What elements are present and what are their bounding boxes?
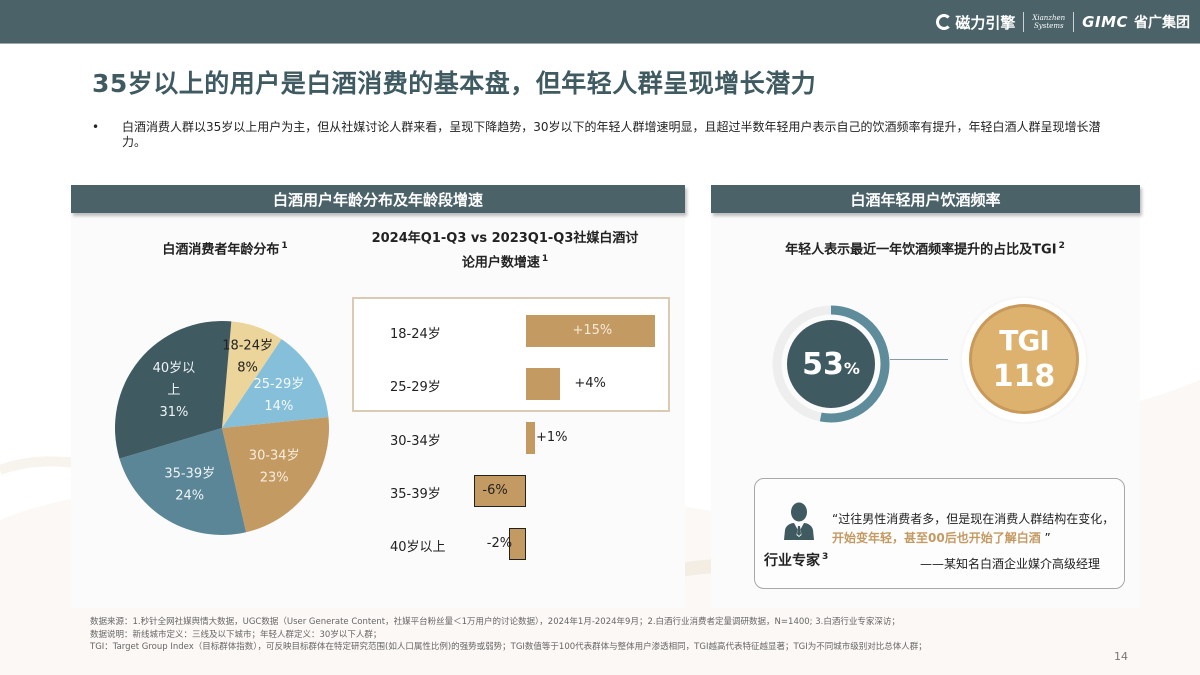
footnote-definition: 数据说明：新线城市定义：三线及以下城市；年轻人群定义：30岁以下人群； (90, 629, 382, 640)
bar-row: 30-34岁 +1% (352, 422, 670, 456)
footnote-source: 数据来源：1.秒针全网社媒舆情大数据，UGC数据（User Generate C… (90, 617, 900, 627)
cili-engine-logo: 磁力引擎 (936, 12, 1015, 33)
xianzhen-logo: Xianzhen Systems (1032, 14, 1065, 30)
pie-title-text: 白酒消费者年龄分布 (162, 242, 280, 258)
pie-slice-label: 18-24岁 8% (222, 338, 273, 375)
footnotes: 数据来源：1.秒针全网社媒舆情大数据，UGC数据（User Generate C… (90, 616, 1150, 654)
expert-label: 行业专家 3 (764, 550, 828, 570)
bar-category-label: 30-34岁 (390, 434, 441, 449)
age-distribution-pie-chart: 18-24岁 8%25-29岁 14% 30-34岁 23% 35-39岁 24% 40岁以上… (115, 321, 329, 535)
pie-slice (119, 428, 247, 535)
footnote-ref: 3 (822, 552, 829, 563)
frequency-subtitle: 年轻人表示最近一年饮酒频率提升的占比及TGI 2 (730, 236, 1120, 260)
footnote-ref: 1 (541, 254, 549, 264)
xianzhen-line2: Systems (1034, 22, 1064, 30)
bar-category-label: 18-24岁 (390, 327, 441, 342)
gimc-logo: GIMC (1082, 13, 1128, 31)
quote-source: ——某知名白酒企业媒介高级经理 (920, 557, 1101, 571)
bar-category-label: 35-39岁 (390, 487, 441, 502)
ring-unit: % (843, 359, 860, 378)
bar-value-label: +15% (572, 323, 613, 338)
pie-slice (115, 321, 232, 459)
bar-value-label: -2% (486, 536, 513, 551)
expert-quote: “过往男性消费者多，但是现在消费人群结构在变化， 开始变年轻，甚至00后也开始了解… (832, 510, 1116, 548)
ring-value: 53 (802, 346, 844, 382)
right-panel-header: 白酒年轻用户饮酒频率 (711, 185, 1140, 213)
bar-row: 18-24岁 +15% (352, 315, 670, 349)
quote-text-part1: “过往男性消费者多，但是现在消费人群结构在变化， (832, 512, 1115, 526)
bar-row: 25-29岁 +4% (352, 368, 670, 402)
tgi-label: TGI (999, 324, 1049, 357)
bar-value-label: -6% (482, 483, 508, 498)
pie-labels: 18-24岁 8%25-29岁 14% 30-34岁 23% 35-39岁 24% 40岁以上… (153, 338, 305, 503)
bar-value-label: +1% (536, 430, 568, 445)
frequency-donut-ring (772, 305, 890, 423)
pie-slice (222, 339, 329, 428)
summary-bullet: • 白酒消费人群以35岁以上用户为主，但从社媒讨论人群来看，呈现下降趋势，30岁… (90, 120, 1120, 150)
top-brand-bar: 磁力引擎 Xianzhen Systems GIMC 省广集团 (0, 0, 1200, 44)
pie-slice-label: 25-29岁 14% (253, 377, 304, 414)
logo-divider (1023, 12, 1025, 32)
pie-slice-label: 35-39岁 24% (164, 466, 215, 503)
pie-slice (222, 417, 329, 533)
quote-highlight: 开始变年轻，甚至00后也开始了解白酒 (832, 531, 1041, 545)
frequency-subtitle-text: 年轻人表示最近一年饮酒频率提升的占比及TGI (785, 242, 1057, 258)
expert-quote-card (754, 478, 1125, 589)
footnote-ref: 1 (281, 241, 288, 251)
bar-chart-title: 2024年Q1-Q3 vs 2023Q1-Q3社媒白酒讨 论用户数增速 1 (340, 228, 670, 273)
ring-progress-arc (772, 305, 890, 423)
summary-text: 白酒消费人群以35岁以上用户为主，但从社媒讨论人群来看，呈现下降趋势，30岁以下… (122, 120, 1101, 149)
page-number: 14 (1114, 650, 1128, 663)
tgi-value: 118 (992, 359, 1056, 394)
xianzhen-line1: Xianzhen (1032, 14, 1066, 22)
bar (508, 528, 526, 560)
bar-row: 35-39岁 -6% (352, 475, 670, 509)
tgi-badge: TGI 118 (969, 304, 1079, 414)
pie-chart-title: 白酒消费者年龄分布 1 (110, 236, 340, 260)
bar-category-label: 25-29岁 (390, 380, 441, 395)
logo-divider (1073, 12, 1075, 32)
quote-text-part2: ” (1040, 531, 1051, 545)
bar (474, 475, 526, 507)
bar-row: 40岁以上 -2% (352, 528, 670, 562)
gimc-logo-cn: 省广集团 (1134, 15, 1190, 31)
pie-slice-label: 30-34岁 23% (249, 448, 300, 485)
pie-slices (115, 321, 329, 535)
page-title: 35岁以上的用户是白酒消费的基本盘，但年轻人群呈现增长潜力 (92, 69, 817, 98)
connector-line (890, 359, 948, 360)
cili-logo-text: 磁力引擎 (955, 13, 1016, 32)
growth-bar-chart: 18-24岁 +15% 25-29岁 +4% 30-34岁 +1% 35-39岁 -6% 40岁… (352, 297, 670, 577)
pie-slice-label: 40岁以上 31% (153, 361, 196, 420)
bar (526, 422, 535, 454)
cili-c-icon (936, 14, 953, 30)
partner-logos: 磁力引擎 Xianzhen Systems GIMC 省广集团 (936, 9, 1190, 35)
footnote-tgi: TGI：Target Group Index（目标群体指数），可反映目标群体在特… (90, 642, 927, 652)
bar (526, 315, 655, 347)
bullet-marker: • (92, 120, 100, 134)
footnote-ref: 2 (1058, 241, 1065, 251)
bar (526, 368, 561, 400)
bar-title-line2: 论用户数增速 (461, 255, 540, 271)
bar-value-label: +4% (574, 376, 606, 391)
bar-category-label: 40岁以上 (390, 540, 446, 555)
bar-title-line1: 2024年Q1-Q3 vs 2023Q1-Q3社媒白酒讨 (371, 231, 639, 246)
person-suit-icon (784, 502, 814, 540)
pie-slice (222, 321, 282, 428)
expert-label-text: 行业专家 (764, 553, 820, 569)
left-panel-header: 白酒用户年龄分布及年龄段增速 (71, 185, 685, 213)
ring-value-circle: 53% (787, 320, 875, 408)
